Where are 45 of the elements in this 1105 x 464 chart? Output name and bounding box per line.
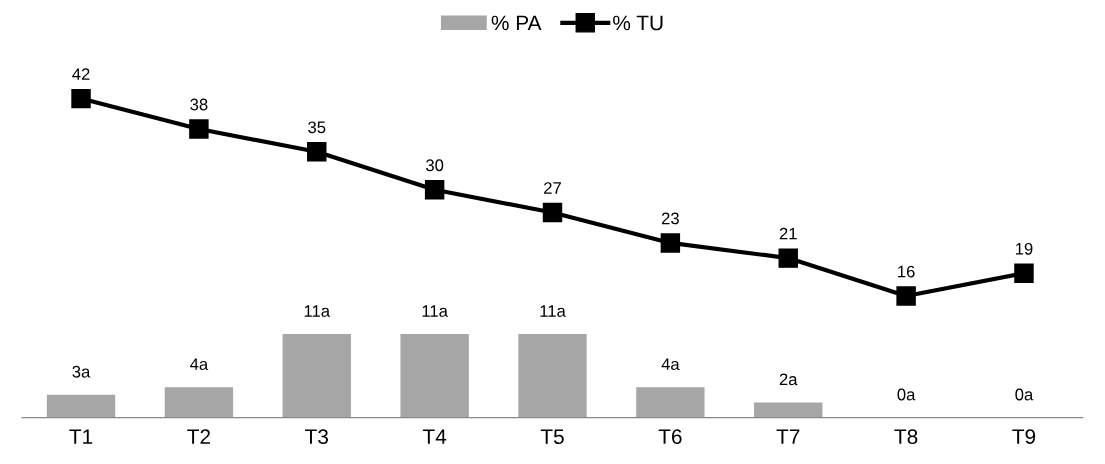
legend-label: % TU — [613, 15, 663, 31]
x-tick-label: T7 — [776, 429, 800, 444]
point — [896, 286, 916, 306]
legend-label: % PA — [491, 15, 542, 31]
data-label: 23 — [661, 212, 679, 225]
bar — [636, 387, 705, 418]
point — [1014, 263, 1034, 284]
bar — [754, 402, 823, 418]
point — [542, 202, 563, 223]
bar — [400, 334, 469, 418]
x-tick-label: T1 — [69, 429, 93, 444]
data-label: 42 — [72, 68, 90, 80]
data-label: 27 — [544, 182, 561, 194]
x-tick-label: T3 — [305, 429, 329, 445]
point — [660, 233, 681, 253]
data-label: 38 — [190, 98, 208, 111]
data-label: 4a — [661, 358, 680, 371]
bar — [164, 387, 234, 418]
point — [778, 248, 798, 268]
bar — [282, 334, 351, 418]
data-label: 19 — [1015, 242, 1033, 255]
data-label: 0a — [897, 388, 916, 401]
x-tick-label: T5 — [540, 429, 564, 445]
data-label: 11a — [304, 305, 331, 317]
data-label: 11a — [540, 305, 566, 317]
point — [189, 119, 209, 139]
x-tick-label: T9 — [1012, 429, 1036, 445]
data-label: 16 — [898, 265, 915, 278]
bar — [46, 394, 116, 418]
point — [307, 142, 327, 162]
x-tick-label: T8 — [894, 429, 918, 445]
bar — [518, 334, 587, 418]
data-label: 30 — [426, 159, 444, 172]
data-label: 35 — [308, 121, 326, 134]
data-label: 0a — [1015, 388, 1034, 401]
x-tick-label: T2 — [187, 429, 211, 444]
x-tick-label: T4 — [422, 429, 447, 444]
point — [424, 180, 445, 200]
data-label: 3a — [72, 365, 91, 378]
data-label: 2a — [779, 373, 798, 386]
data-label: 21 — [779, 227, 797, 240]
data-label: 11a — [422, 305, 448, 317]
data-label: 4a — [190, 358, 209, 371]
x-tick-label: T6 — [658, 429, 682, 445]
point — [71, 88, 91, 109]
